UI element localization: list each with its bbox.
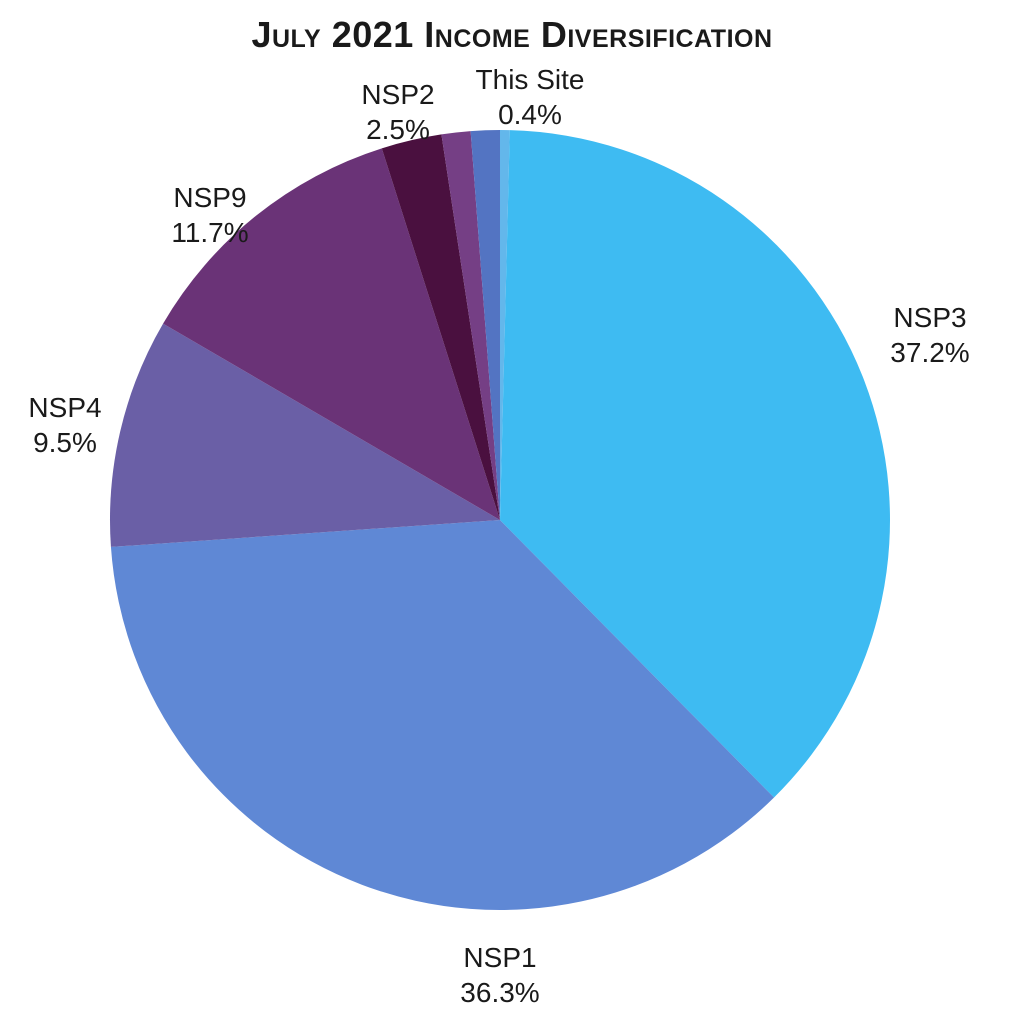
slice-label-pct: 37.2% <box>890 335 969 370</box>
pie-chart <box>0 0 1024 1029</box>
slice-label-this-site: This Site0.4% <box>476 62 585 132</box>
slice-label-nsp2: NSP22.5% <box>361 77 434 147</box>
slice-label-pct: 11.7% <box>171 215 248 250</box>
slice-label-nsp1: NSP136.3% <box>460 940 539 1010</box>
slice-label-nsp9: NSP911.7% <box>171 180 248 250</box>
slice-label-pct: 9.5% <box>28 425 101 460</box>
slice-label-name: NSP9 <box>171 180 248 215</box>
slice-label-nsp3: NSP337.2% <box>890 300 969 370</box>
slice-label-name: NSP2 <box>361 77 434 112</box>
slice-label-name: This Site <box>476 62 585 97</box>
slice-label-nsp4: NSP49.5% <box>28 390 101 460</box>
slice-label-name: NSP4 <box>28 390 101 425</box>
slice-label-pct: 2.5% <box>361 112 434 147</box>
slice-label-name: NSP1 <box>460 940 539 975</box>
slice-label-name: NSP3 <box>890 300 969 335</box>
slice-label-pct: 36.3% <box>460 975 539 1010</box>
slice-label-pct: 0.4% <box>476 97 585 132</box>
